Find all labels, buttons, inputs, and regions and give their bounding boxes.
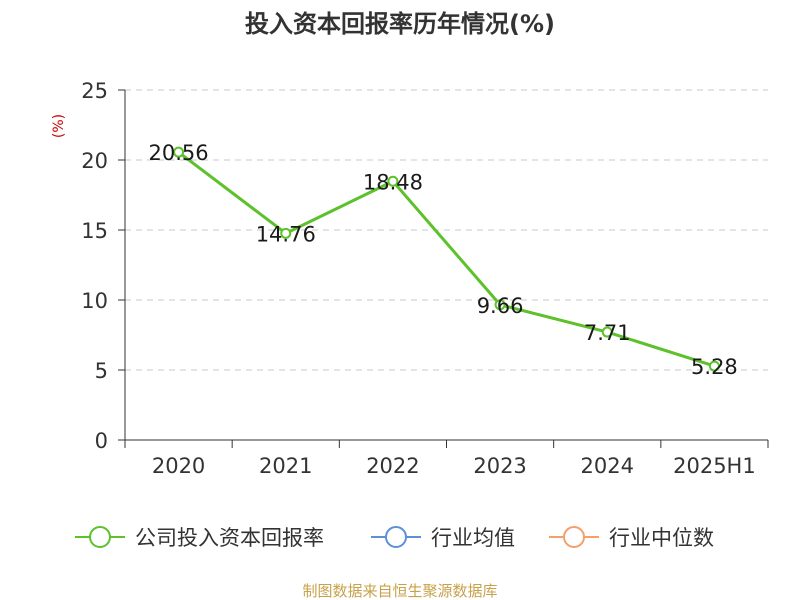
- y-tick-label: 15: [81, 219, 108, 243]
- grid: [125, 89, 768, 371]
- chart-title: 投入资本回报率历年情况(%): [245, 10, 555, 38]
- x-tick-label: 2022: [366, 454, 419, 478]
- x-tick-label: 2024: [581, 454, 634, 478]
- legend-marker: [89, 526, 111, 548]
- x-tick-label: 2021: [259, 454, 312, 478]
- axes: [118, 89, 769, 448]
- data-point: [387, 175, 399, 187]
- series: 20.56 14.76 18.48 9.66 7.71 5.28: [149, 141, 738, 379]
- y-tick-labels: 0 5 10 15 20 25: [81, 79, 108, 453]
- legend-label: 行业中位数: [609, 526, 714, 550]
- y-axis-label: (%): [51, 114, 67, 138]
- data-label: 7.71: [584, 321, 631, 345]
- x-tick-label: 2020: [152, 454, 205, 478]
- y-tick-label: 25: [81, 79, 108, 103]
- legend-label: 行业均值: [431, 526, 515, 550]
- legend: 公司投入资本回报率 行业均值 行业中位数: [75, 526, 714, 550]
- y-tick-label: 20: [81, 149, 108, 173]
- y-tick-label: 10: [81, 289, 108, 313]
- series-line: [177, 150, 715, 368]
- y-tick-label: 0: [95, 429, 108, 453]
- data-label: 18.48: [363, 170, 423, 194]
- data-point: [708, 360, 720, 372]
- data-label: 9.66: [477, 294, 524, 318]
- data-point: [280, 227, 292, 239]
- legend-label: 公司投入资本回报率: [135, 526, 324, 550]
- data-label: 5.28: [691, 355, 738, 379]
- data-point: [173, 146, 185, 158]
- x-tick-label: 2025H1: [673, 454, 756, 478]
- legend-marker: [563, 526, 585, 548]
- y-tick-label: 5: [95, 359, 108, 383]
- data-label: 20.56: [149, 141, 209, 165]
- data-label: 14.76: [256, 222, 316, 246]
- data-point: [494, 299, 506, 311]
- x-tick-label: 2023: [473, 454, 526, 478]
- data-point: [601, 326, 613, 338]
- legend-marker: [385, 526, 407, 548]
- x-tick-labels: 2020 2021 2022 2023 2024 2025H1: [152, 454, 756, 478]
- source-note: 制图数据来自恒生聚源数据库: [302, 582, 497, 600]
